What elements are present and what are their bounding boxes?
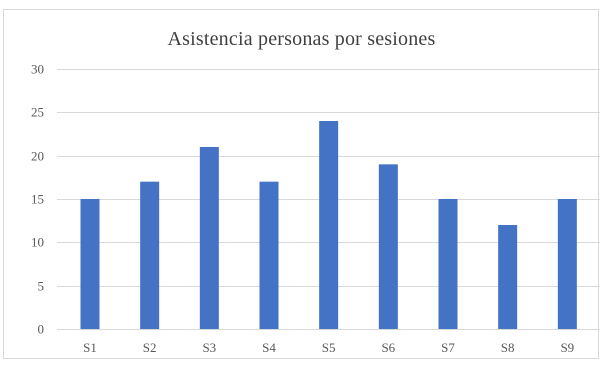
- bars: [80, 121, 577, 329]
- bar-s6: [378, 164, 398, 329]
- bar-s9: [557, 199, 577, 329]
- x-tick-label: S4: [262, 340, 276, 355]
- y-tick-label: 30: [31, 62, 44, 77]
- bar-s3: [199, 147, 219, 329]
- x-tick-label: S6: [381, 340, 395, 355]
- x-tick-label: S1: [83, 340, 97, 355]
- bar-s2: [140, 181, 160, 329]
- chart-title: Asistencia personas por sesiones: [167, 28, 436, 50]
- x-tick-label: S7: [441, 340, 455, 355]
- x-axis-ticks: S1 S2 S3 S4 S5 S6 S7 S8 S9: [83, 340, 574, 355]
- bar-s8: [498, 225, 518, 329]
- x-tick-label: S8: [501, 340, 515, 355]
- x-tick-label: S5: [322, 340, 336, 355]
- x-tick-label: S9: [560, 340, 574, 355]
- x-tick-label: S2: [143, 340, 157, 355]
- bar-s1: [80, 199, 100, 329]
- y-tick-label: 25: [31, 105, 44, 120]
- y-axis-ticks: 0 5 10 15 20 25 30: [31, 62, 44, 337]
- bar-s5: [319, 121, 339, 329]
- y-tick-label: 15: [31, 192, 44, 207]
- x-tick-label: S3: [202, 340, 216, 355]
- y-tick-label: 20: [31, 149, 44, 164]
- bar-s4: [259, 181, 279, 329]
- bar-s7: [438, 199, 458, 329]
- y-tick-label: 0: [38, 322, 45, 337]
- y-tick-label: 10: [31, 235, 44, 250]
- y-tick-label: 5: [38, 279, 45, 294]
